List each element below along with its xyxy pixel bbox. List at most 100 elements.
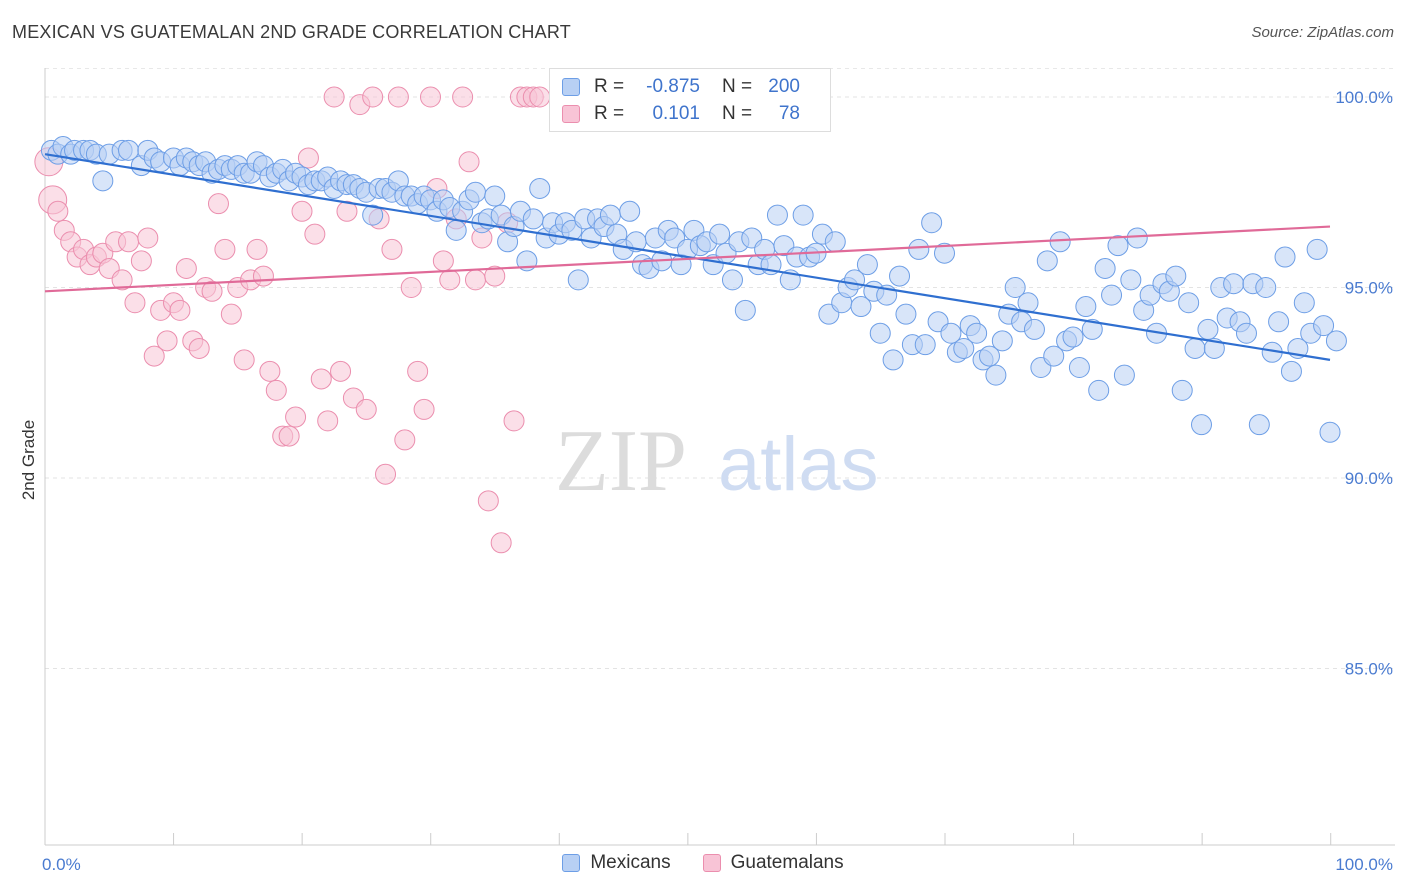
data-point xyxy=(895,303,917,325)
data-point xyxy=(529,177,551,199)
series-swatch-mexicans xyxy=(562,854,581,872)
trend-line xyxy=(44,153,1331,361)
legend-r-label: R = xyxy=(594,76,625,97)
data-point xyxy=(1280,360,1302,382)
data-point xyxy=(47,200,69,222)
data-point xyxy=(259,360,281,382)
data-point xyxy=(1049,231,1071,253)
data-point xyxy=(1248,414,1270,436)
data-point xyxy=(201,280,223,302)
data-points xyxy=(34,86,1347,554)
data-point xyxy=(1068,357,1090,379)
data-point xyxy=(709,223,731,245)
data-point xyxy=(908,238,930,260)
data-point xyxy=(407,360,429,382)
watermark: ZIP atlas xyxy=(555,413,879,510)
data-point xyxy=(355,398,377,420)
y-tick-label: 95.0% xyxy=(1345,279,1393,298)
data-point xyxy=(207,193,229,215)
legend-swatch-mexicans xyxy=(562,78,580,96)
data-point xyxy=(599,204,621,226)
data-point xyxy=(503,410,525,432)
data-point xyxy=(522,208,544,230)
data-point xyxy=(420,86,441,108)
data-point xyxy=(792,204,814,226)
data-point xyxy=(220,303,242,325)
data-point xyxy=(567,269,589,291)
data-point xyxy=(246,238,268,260)
data-point xyxy=(1075,296,1097,318)
watermark-zip: ZIP xyxy=(555,413,687,510)
data-point xyxy=(387,86,409,108)
data-point xyxy=(734,299,756,321)
data-point xyxy=(1107,235,1129,257)
data-point xyxy=(310,368,332,390)
data-point xyxy=(1017,292,1039,314)
data-point xyxy=(914,334,936,356)
data-point xyxy=(285,406,307,428)
data-point xyxy=(381,238,403,260)
data-point xyxy=(375,463,397,485)
data-point xyxy=(124,292,146,314)
data-point xyxy=(1274,246,1296,268)
data-point xyxy=(130,250,152,272)
data-point xyxy=(1081,318,1103,340)
data-point xyxy=(118,231,140,253)
data-point xyxy=(413,398,435,420)
data-point xyxy=(169,299,191,321)
data-point xyxy=(143,345,165,367)
data-point xyxy=(233,349,255,371)
data-point xyxy=(1101,284,1123,306)
data-point xyxy=(1036,250,1058,272)
y-tick-label: 85.0% xyxy=(1345,660,1393,679)
data-point xyxy=(1293,292,1315,314)
data-point xyxy=(1255,277,1277,298)
legend-n-label: N = xyxy=(722,103,753,124)
data-point xyxy=(1023,318,1045,340)
data-point xyxy=(1120,269,1142,291)
legend-r-value: 0.101 xyxy=(652,103,700,124)
data-point xyxy=(1171,379,1193,401)
data-point xyxy=(1062,326,1084,348)
data-point xyxy=(1184,337,1206,359)
data-point xyxy=(1043,345,1065,367)
data-point xyxy=(1268,311,1290,333)
legend-n-value: 200 xyxy=(768,76,800,97)
data-point xyxy=(1306,238,1328,260)
data-point xyxy=(619,200,641,222)
data-point xyxy=(721,269,743,291)
data-point xyxy=(484,265,506,287)
x-tick-label: 100.0% xyxy=(1335,855,1393,874)
data-point xyxy=(214,238,236,260)
data-point xyxy=(978,345,1000,367)
legend-row-guatemalans: R = 0.101 N = 78 xyxy=(562,101,800,127)
trend-lines xyxy=(44,153,1331,361)
data-point xyxy=(1165,265,1187,287)
data-point xyxy=(921,212,943,234)
legend-r-label: R = xyxy=(594,103,625,124)
data-point xyxy=(188,337,210,359)
data-point xyxy=(484,185,506,207)
legend-n-value: 78 xyxy=(778,103,800,124)
data-point xyxy=(1191,414,1212,436)
series-label-guatemalans: Guatemalans xyxy=(730,852,844,873)
data-point xyxy=(1319,421,1341,443)
legend-swatch-guatemalans xyxy=(562,105,580,123)
data-point xyxy=(1178,292,1200,314)
data-point xyxy=(175,257,197,279)
data-point xyxy=(1197,318,1219,340)
data-point xyxy=(394,429,416,451)
data-point xyxy=(291,200,313,222)
data-point xyxy=(1313,315,1335,337)
data-point xyxy=(445,219,467,241)
data-point xyxy=(966,322,988,344)
data-point xyxy=(940,322,962,344)
legend-n-label: N = xyxy=(722,76,753,97)
data-point xyxy=(400,277,422,298)
series-legend-mexicans: Mexicans xyxy=(562,852,671,874)
data-point xyxy=(317,410,339,432)
source-label: Source: ZipAtlas.com xyxy=(1251,24,1394,41)
data-point xyxy=(766,204,788,226)
series-legend: Mexicans Guatemalans xyxy=(0,852,1406,874)
data-point xyxy=(452,86,474,108)
